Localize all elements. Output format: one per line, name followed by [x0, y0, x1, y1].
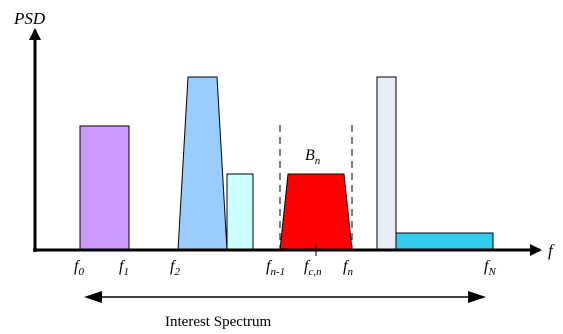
- band-bn-trapezoid: [279, 173, 353, 251]
- interest-spectrum-caption: Interest Spectrum: [165, 314, 272, 330]
- tick-label-fcn: fc,n: [304, 258, 322, 278]
- x-axis-label: f: [548, 241, 555, 260]
- band-label: Bn: [305, 147, 321, 167]
- tick-label-fn: fn: [343, 258, 353, 278]
- band-f0-f1: [79, 125, 130, 251]
- pale-tall-rect: [376, 76, 397, 251]
- tick-label-f2: f2: [170, 258, 180, 278]
- arrow-right-head: [468, 291, 486, 303]
- tick-label-f1: f1: [119, 258, 129, 278]
- tick-label-fN: fN: [484, 258, 496, 278]
- trapezoid-f2: [177, 76, 228, 251]
- tick-label-f0: f0: [74, 258, 84, 278]
- y-axis-label: PSD: [13, 9, 46, 28]
- cyan-wide-rect: [395, 232, 494, 251]
- tick-label-fn-1: fn-1: [266, 258, 285, 278]
- small-cyan-rect: [226, 173, 254, 251]
- arrow-left-head: [84, 291, 102, 303]
